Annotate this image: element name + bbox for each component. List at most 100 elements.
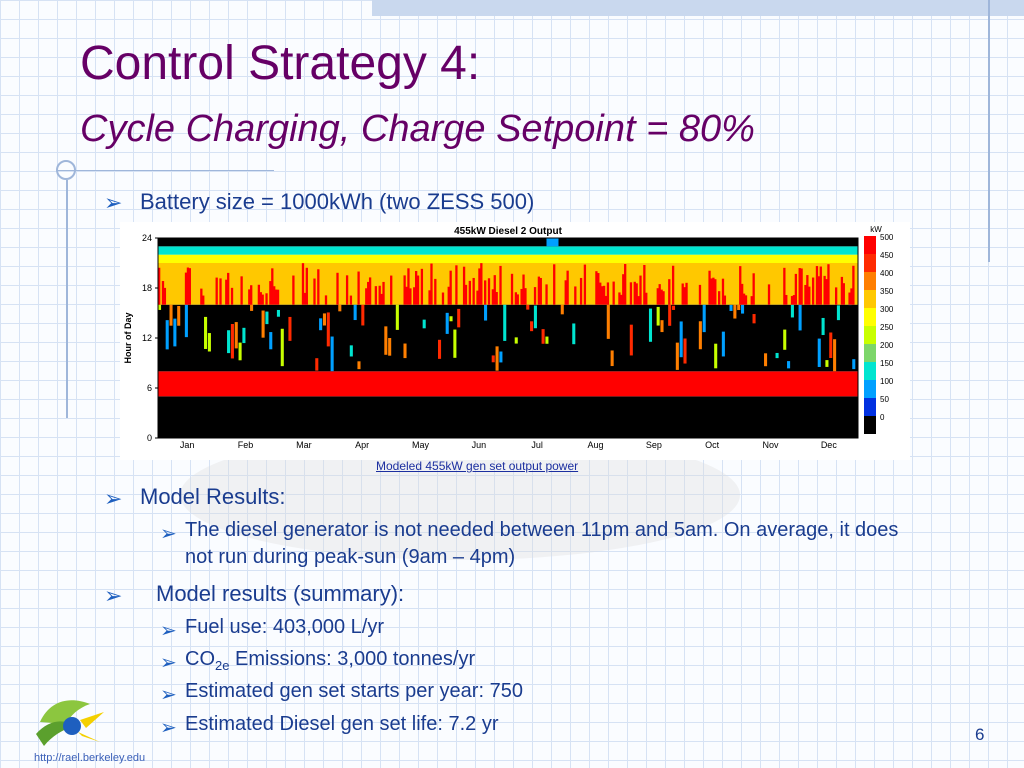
heatmap-cell [242,327,246,344]
bullet-battery-size: Battery size = 1000kWh (two ZESS 500) [140,189,535,214]
heatmap-cell [825,360,829,367]
heatmap-cell [848,292,851,305]
heatmap-cell [169,304,173,326]
heatmap-cell [850,288,853,305]
heatmap-cell [546,238,559,247]
heatmap-cell [322,313,326,326]
heatmap-cell [487,278,491,305]
heatmap-cell [752,314,756,324]
heatmap-cell [723,295,727,305]
heatmap-cell [200,288,203,305]
heatmap-cell [158,304,162,310]
y-tick-label: 12 [142,333,152,343]
heatmap-cell [292,275,295,305]
heatmap-cell [520,288,523,305]
heatmap-cell [817,276,821,305]
y-tick-label: 6 [147,383,152,393]
heatmap-cell [416,275,420,305]
heatmap-cell [319,318,323,331]
heatmap-cell [378,285,381,305]
heatmap-cell [288,316,292,341]
heatmap-cell [457,308,461,328]
heatmap-cell [643,264,646,305]
heatmap-cell [783,267,786,305]
chart-caption-link[interactable]: Modeled 455kW gen set output power [376,459,579,473]
sub-bullet-arrow-icon: ➢ [160,523,177,545]
page-number: 6 [975,725,985,744]
heatmap-cell [317,269,320,305]
bullet-arrow-icon: ➢ [104,486,123,511]
x-tick-label: Jan [180,440,195,450]
heatmap-cell [668,279,671,305]
heatmap-cell [345,275,349,305]
heatmap-cell [721,331,725,357]
decorative-rule-right [988,0,990,262]
heatmap-cell [564,280,567,305]
heatmap-cell [230,287,234,305]
heatmap-cell [610,350,614,367]
heatmap-cell [829,332,833,358]
heatmap-cell [708,270,711,305]
heatmap-cell [349,345,353,357]
heatmap-cell [606,282,610,305]
heatmap-cell [227,272,230,305]
heatmap-cell [579,277,583,305]
colorbar-tick-label: 350 [880,287,894,296]
heatmap-cell [522,274,525,305]
heatmap-cell [742,293,746,305]
footer-url-link[interactable]: http://rael.berkeley.edu [34,752,146,764]
colorbar-swatch [864,416,876,434]
heatmap-band [158,238,858,247]
heatmap-cell [472,277,475,305]
heatmap-cell [606,304,610,339]
heatmap-cell [271,268,274,305]
sub-bullet-generator-line2: not run during peak-sun (9am – 4pm) [185,546,516,568]
heatmap-cell [718,291,721,305]
heatmap-cell [449,316,453,322]
heatmap-cell [274,289,278,305]
heatmap-cell [384,326,388,355]
heatmap-cell [804,284,807,305]
bullet-arrow-icon: ➢ [104,583,123,608]
heatmap-cell [202,295,205,305]
heatmap-cell [420,268,424,305]
heatmap-cell [499,265,502,305]
heatmap-cell [624,264,627,305]
heatmap-cell [158,267,161,305]
heatmap-cell [514,292,518,305]
heatmap-cell [633,281,636,305]
heatmap-cell [533,287,537,305]
x-tick-label: Oct [705,440,720,450]
heatmap-cell [750,296,753,305]
heatmap-cell [806,275,809,305]
heatmap-cell [524,288,527,305]
heatmap-cell [545,284,548,305]
heatmap-cell [840,276,844,305]
colorbar-tick-label: 400 [880,269,894,278]
heatmap-cell [455,265,458,305]
sub-bullet-arrow-icon: ➢ [160,652,177,674]
heatmap-cell [478,268,481,305]
heatmap-cell [380,293,383,305]
heatmap-cell [842,283,845,305]
heatmap-cell [733,304,737,319]
heatmap-cell [827,264,830,305]
heatmap-cell [336,272,339,305]
heatmap-cell [712,277,715,305]
heatmap-cell [836,305,840,321]
heatmap-cell [833,339,837,372]
heatmap-cell [184,304,188,338]
heatmap-cell [618,292,621,305]
heatmap-cell [671,305,676,310]
heatmap-cell [595,271,598,305]
colorbar-swatch [864,398,876,416]
heatmap-cell [597,273,600,305]
heatmap-cell [787,361,791,369]
heatmap-cell [530,321,534,332]
heatmap-cell [660,320,664,333]
heatmap-cell [305,267,308,305]
heatmap-cell [679,321,683,358]
colorbar-tick-label: 100 [880,377,894,386]
heatmap-cell [744,295,748,305]
heatmap-cell [783,329,787,350]
